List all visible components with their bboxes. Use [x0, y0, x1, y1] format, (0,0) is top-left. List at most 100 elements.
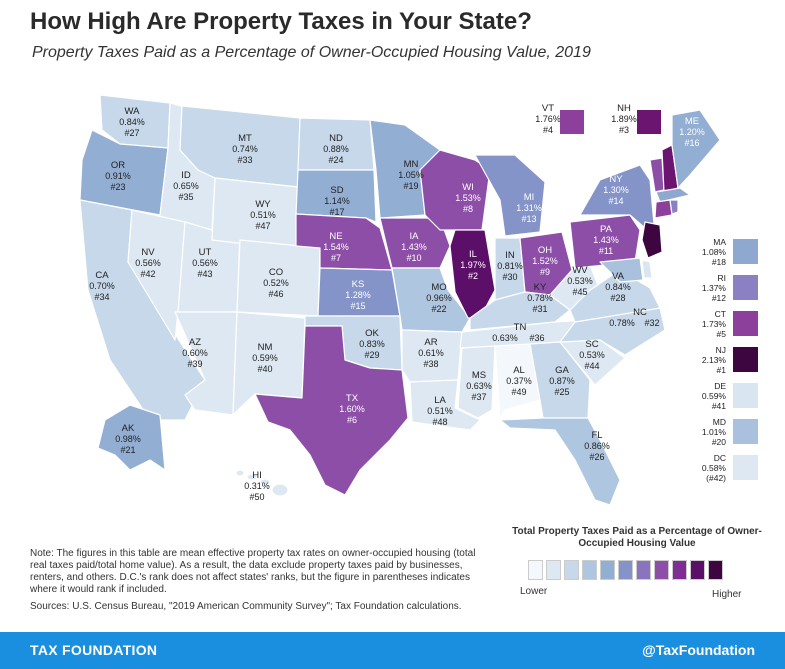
label-OK: OK	[365, 328, 379, 339]
label-WV-rank: #45	[572, 287, 587, 297]
label-SD: SD	[330, 185, 343, 196]
label-IA-rate: 1.43%	[401, 242, 427, 252]
label-WI: WI	[462, 182, 474, 193]
label-MS-rank: #37	[471, 392, 486, 402]
label-WV-rate: 0.53%	[567, 276, 593, 286]
state-AK[interactable]	[97, 404, 166, 471]
state-MS[interactable]	[457, 345, 496, 419]
callout-CT-swatch	[733, 311, 758, 336]
legend-swatch-10	[690, 560, 705, 580]
label-FL: FL	[591, 430, 602, 441]
label-LA: LA	[434, 395, 446, 406]
label-IL-rank: #2	[468, 271, 478, 281]
label-NE-rate: 1.54%	[323, 242, 349, 252]
label-WA-rate: 0.84%	[119, 117, 145, 127]
label-OR-rate: 0.91%	[105, 171, 131, 181]
label-AZ: AZ	[189, 337, 201, 348]
state-MD[interactable]	[599, 257, 644, 283]
label-CO-rank: #46	[268, 289, 283, 299]
callout-VT-rate: 1.76%	[535, 114, 561, 124]
label-AR: AR	[424, 337, 437, 348]
legend-swatch-8	[654, 560, 669, 580]
label-PA-rate: 1.43%	[593, 235, 619, 245]
label-KY: KY	[534, 282, 547, 293]
state-WV[interactable]	[549, 264, 599, 311]
legend-swatch-4	[582, 560, 597, 580]
callout-MA-rate: 1.08%	[701, 247, 726, 257]
state-MA[interactable]	[655, 187, 691, 203]
label-AZ-rate: 0.60%	[182, 348, 208, 358]
label-NE-rank: #7	[331, 253, 341, 263]
state-VT[interactable]	[649, 157, 665, 193]
state-CT[interactable]	[654, 199, 673, 219]
page-subtitle: Property Taxes Paid as a Percentage of O…	[32, 44, 591, 61]
label-ID: ID	[181, 170, 191, 181]
brand-logo[interactable]: TAX FOUNDATION	[30, 642, 158, 658]
state-TX[interactable]	[254, 325, 409, 496]
label-HI: HI	[252, 470, 262, 481]
legend-swatch-9	[672, 560, 687, 580]
callout-DC-rate: 0.58%	[701, 463, 726, 473]
state-LA[interactable]	[409, 379, 481, 431]
callout-DC-rank: (#42)	[706, 473, 726, 483]
label-ME-rate: 1.20%	[679, 127, 705, 137]
callout-VT-abbr: VT	[542, 103, 554, 114]
label-IN-rank: #30	[502, 272, 517, 282]
label-OK-rate: 0.83%	[359, 339, 385, 349]
label-NC-rank: #32	[644, 318, 659, 328]
state-PA[interactable]	[569, 214, 641, 269]
label-IN-rate: 0.81%	[497, 261, 523, 271]
callout-DE-rank: #41	[711, 401, 726, 411]
label-WA: WA	[125, 106, 141, 117]
label-GA-rank: #25	[554, 387, 569, 397]
label-ND-rank: #24	[328, 155, 343, 165]
state-SD[interactable]	[295, 169, 377, 223]
label-MN-rate: 1.05%	[398, 170, 424, 180]
callout-NJ-abbr: NJ	[715, 345, 726, 355]
state-NY[interactable]	[579, 164, 656, 236]
callout-CT: CT 1.73% #5	[690, 309, 760, 341]
label-WY-rank: #47	[255, 221, 270, 231]
footer-bar: TAX FOUNDATION @TaxFoundation	[0, 632, 785, 669]
callout-MD-swatch	[733, 419, 758, 444]
state-FL[interactable]	[499, 417, 621, 506]
callout-RI-rate: 1.37%	[701, 283, 726, 293]
state-RI[interactable]	[669, 199, 679, 215]
state-DE[interactable]	[641, 259, 653, 279]
legend-title: Total Property Taxes Paid as a Percentag…	[512, 526, 762, 549]
state-ME[interactable]	[671, 109, 721, 189]
callout-NH-rank: #3	[619, 125, 629, 135]
callout-VT-rank: #4	[543, 125, 553, 135]
label-AZ-rank: #39	[187, 359, 202, 369]
callout-DE: DE 0.59% #41	[690, 381, 760, 413]
state-MI[interactable]	[474, 154, 546, 237]
state-HI[interactable]	[235, 469, 289, 497]
label-FL-rank: #26	[589, 452, 604, 462]
label-AR-rank: #38	[423, 359, 438, 369]
label-IN: IN	[505, 250, 515, 261]
callout-CT-rank: #5	[716, 329, 726, 339]
label-MN-rank: #19	[403, 181, 418, 191]
label-AL: AL	[513, 365, 525, 376]
page-title: How High Are Property Taxes in Your Stat…	[30, 8, 532, 35]
callout-MA-abbr: MA	[713, 237, 726, 247]
state-NJ[interactable]	[641, 221, 663, 259]
label-CO-rate: 0.52%	[263, 278, 289, 288]
label-IA: IA	[410, 231, 420, 242]
legend-swatch-7	[636, 560, 651, 580]
callout-MA-swatch	[733, 239, 758, 264]
state-MO[interactable]	[391, 267, 471, 333]
twitter-handle-link[interactable]: @TaxFoundation	[642, 642, 755, 658]
state-AL[interactable]	[494, 343, 541, 419]
label-ID-rank: #35	[178, 192, 193, 202]
callout-NH-abbr: NH	[617, 103, 631, 114]
label-NM-rank: #40	[257, 364, 272, 374]
label-MI: MI	[524, 192, 535, 203]
legend-scale	[528, 560, 723, 580]
label-TN: TN	[514, 322, 527, 333]
state-NV[interactable]	[127, 209, 186, 341]
label-VA-rate: 0.84%	[605, 282, 631, 292]
label-AK-rate: 0.98%	[115, 434, 141, 444]
label-MI-rank: #13	[521, 214, 536, 224]
